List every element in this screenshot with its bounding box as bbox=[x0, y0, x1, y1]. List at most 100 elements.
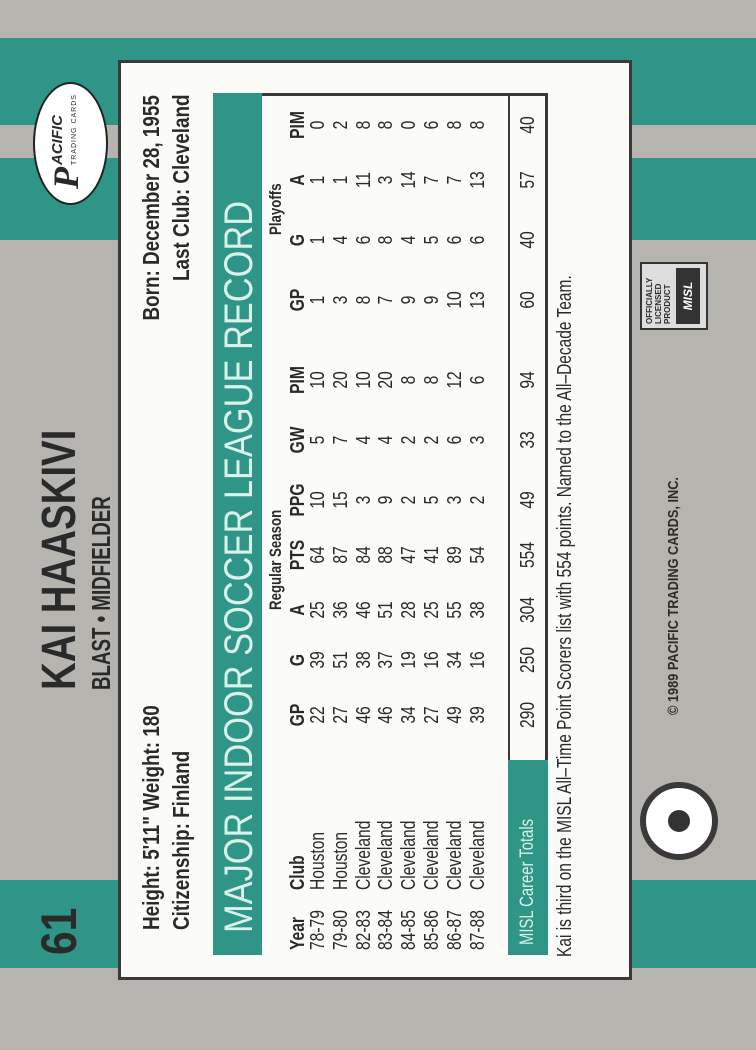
citizenship: Citizenship: Finland bbox=[168, 750, 194, 930]
table-cell: 13 bbox=[466, 171, 489, 189]
table-cell: 16 bbox=[421, 651, 443, 669]
table-cell: 8 bbox=[352, 295, 375, 305]
column-header: G bbox=[287, 233, 309, 247]
table-cell: 4 bbox=[398, 235, 421, 245]
table-cell: 38 bbox=[466, 601, 489, 619]
table-cell: Houston bbox=[307, 831, 329, 890]
totals-cell: 40 bbox=[517, 116, 539, 134]
regular-season-label: Regular Season bbox=[266, 509, 285, 610]
table-cell: 51 bbox=[375, 601, 398, 619]
table-cell: 6 bbox=[421, 120, 443, 130]
table-cell: Cleveland bbox=[398, 820, 421, 890]
table-cell: 27 bbox=[421, 706, 443, 724]
column-header: PTS bbox=[287, 539, 309, 571]
table-cell: 12 bbox=[443, 371, 466, 389]
table-cell: 9 bbox=[421, 295, 443, 305]
table-cell: 2 bbox=[421, 435, 443, 445]
table-cell: 8 bbox=[443, 120, 466, 130]
column-header: G bbox=[287, 653, 309, 667]
table-cell: 28 bbox=[398, 601, 421, 619]
totals-label-cell: MISL Career Totals bbox=[508, 760, 548, 955]
totals-cell: 94 bbox=[517, 371, 539, 389]
table-cell: 89 bbox=[443, 546, 466, 564]
column-header: PPG bbox=[287, 483, 309, 517]
table-cell: 6 bbox=[443, 235, 466, 245]
table-cell: 8 bbox=[375, 120, 398, 130]
table-cell: Cleveland bbox=[443, 820, 466, 890]
column-header: GP bbox=[287, 288, 309, 312]
table-cell: 88 bbox=[375, 546, 398, 564]
table-cell: 10 bbox=[352, 371, 375, 389]
misl-licensed-logo: OFFICIALLY LICENSED PRODUCT MISL bbox=[640, 262, 708, 330]
totals-label: MISL Career Totals bbox=[517, 818, 538, 945]
table-cell: 5 bbox=[421, 235, 443, 245]
table-cell: 9 bbox=[375, 495, 398, 505]
table-cell: 7 bbox=[421, 175, 443, 185]
table-cell: 10 bbox=[307, 371, 329, 389]
column-header: PIM bbox=[287, 111, 309, 139]
table-cell: 5 bbox=[307, 435, 329, 445]
player-name: KAI HAASKIVI bbox=[33, 429, 86, 690]
table-cell: 3 bbox=[443, 495, 466, 505]
totals-cell: 60 bbox=[517, 291, 539, 309]
table-cell: 3 bbox=[466, 435, 489, 445]
table-cell: 13 bbox=[466, 291, 489, 309]
table-cell: 20 bbox=[375, 371, 398, 389]
table-cell: 49 bbox=[443, 706, 466, 724]
table-cell: 6 bbox=[443, 435, 466, 445]
table-cell: 84 bbox=[352, 546, 375, 564]
table-cell: 39 bbox=[307, 651, 329, 669]
table-cell: 1 bbox=[307, 175, 329, 185]
record-title-bar: MAJOR INDOOR SOCCER LEAGUE RECORD bbox=[213, 93, 262, 955]
totals-cell: 250 bbox=[517, 646, 539, 674]
table-cell: 54 bbox=[466, 546, 489, 564]
table-cell: 9 bbox=[398, 295, 421, 305]
table-cell: Cleveland bbox=[421, 820, 443, 890]
table-cell: 10 bbox=[443, 291, 466, 309]
table-cell: 6 bbox=[466, 235, 489, 245]
table-cell: 46 bbox=[352, 601, 375, 619]
table-cell: 10 bbox=[307, 491, 329, 509]
totals-divider bbox=[508, 93, 510, 760]
table-cell: 2 bbox=[466, 495, 489, 505]
table-cell: 6 bbox=[352, 235, 375, 245]
table-cell: 36 bbox=[329, 601, 352, 619]
table-cell: 0 bbox=[307, 120, 329, 130]
column-header: GW bbox=[287, 426, 309, 454]
card-number: 61 bbox=[31, 907, 87, 955]
column-header: Club bbox=[287, 855, 309, 890]
table-cell: 64 bbox=[307, 546, 329, 564]
table-cell: 46 bbox=[375, 706, 398, 724]
table-cell: 20 bbox=[329, 371, 352, 389]
table-cell: 39 bbox=[466, 706, 489, 724]
table-cell: 4 bbox=[375, 435, 398, 445]
table-cell: 8 bbox=[466, 120, 489, 130]
footnote: Kai is third on the MISL All–Time Point … bbox=[554, 275, 576, 957]
totals-cell: 290 bbox=[517, 701, 539, 729]
table-cell: 2 bbox=[329, 120, 352, 130]
table-cell: 41 bbox=[421, 546, 443, 564]
column-header: GP bbox=[287, 703, 309, 727]
table-cell: 34 bbox=[443, 651, 466, 669]
table-cell: 27 bbox=[329, 706, 352, 724]
table-cell: 4 bbox=[329, 235, 352, 245]
table-cell: 51 bbox=[329, 651, 352, 669]
table-cell: Cleveland bbox=[466, 820, 489, 890]
table-cell: 5 bbox=[421, 495, 443, 505]
table-cell: 3 bbox=[352, 495, 375, 505]
record-title: MAJOR INDOOR SOCCER LEAGUE RECORD bbox=[217, 200, 261, 933]
totals-cell: 57 bbox=[517, 171, 539, 189]
table-cell: 15 bbox=[329, 491, 352, 509]
table-cell: 7 bbox=[443, 175, 466, 185]
table-cell: 8 bbox=[375, 235, 398, 245]
table-cell: 1 bbox=[329, 175, 352, 185]
table-cell: 2 bbox=[398, 495, 421, 505]
pacific-logo: P ACIFIC TRADING CARDS bbox=[33, 82, 108, 205]
table-cell: 7 bbox=[329, 435, 352, 445]
table-cell: 46 bbox=[352, 706, 375, 724]
table-cell: 25 bbox=[307, 601, 329, 619]
table-cell: 11 bbox=[352, 171, 375, 189]
table-cell: Houston bbox=[329, 831, 352, 890]
table-cell: Cleveland bbox=[375, 820, 398, 890]
